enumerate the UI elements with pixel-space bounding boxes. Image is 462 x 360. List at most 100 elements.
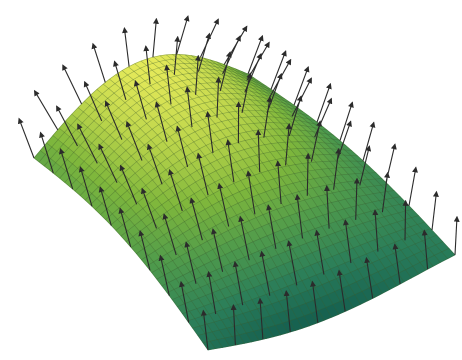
surface-gridline: [247, 73, 456, 256]
surface-gridline: [65, 120, 245, 344]
surface-gridline: [128, 66, 318, 324]
normal-vector-arrow: [257, 297, 264, 340]
surface-gridline: [203, 57, 405, 283]
normal-vector-arrow: [215, 76, 222, 118]
normal-vector-arrow: [314, 229, 325, 275]
normal-vector-arrow: [125, 120, 143, 161]
normal-vector-arrow: [275, 160, 282, 205]
surface-gridline: [228, 66, 434, 267]
surface-gridline: [131, 160, 364, 248]
normal-vector-arrow: [206, 270, 217, 315]
normal-vector-arrow: [138, 230, 151, 271]
normal-vector-arrow: [119, 164, 138, 205]
surface-gridline: [207, 254, 456, 351]
surface-gridline: [216, 61, 419, 275]
normal-vector-arrow: [178, 280, 190, 323]
normal-vector-arrow: [359, 145, 372, 186]
normal-vector-arrow: [238, 215, 250, 261]
surface-gridline: [77, 107, 260, 341]
normal-vector-arrow: [91, 42, 106, 83]
normal-vector-arrow: [143, 45, 151, 85]
normal-vector-arrow: [104, 100, 123, 140]
surface-gridline: [52, 135, 231, 347]
normal-vector-arrow: [333, 147, 342, 190]
surface-gridline: [46, 142, 223, 348]
normal-vector-arrow: [255, 129, 262, 173]
surface-gridline: [197, 241, 443, 336]
normal-vector-arrow: [245, 170, 256, 215]
surface-gridline: [110, 135, 340, 226]
normal-vector-arrow: [118, 207, 132, 248]
normal-vector-arrow: [83, 80, 103, 122]
normal-vector-arrow: [17, 117, 35, 159]
surface-gridline: [202, 248, 450, 343]
surface-gridline: [182, 221, 425, 314]
surface-gridline: [103, 83, 289, 333]
surface-gridline: [159, 55, 354, 308]
surface-gridline: [140, 60, 332, 318]
normal-vector-arrow: [314, 97, 333, 138]
normal-vector-arrow: [33, 89, 59, 131]
normal-vector-arrow: [283, 290, 291, 333]
normal-vector-arrow: [113, 60, 127, 100]
surface-gridline: [69, 87, 291, 187]
normal-vector-arrow: [288, 95, 303, 137]
surface-gridline: [166, 54, 361, 305]
normal-vector-arrow: [189, 197, 203, 241]
normal-vector-arrow: [286, 240, 298, 286]
surface-gridline: [105, 128, 334, 220]
surface-gridline: [141, 172, 376, 261]
surface-gridline: [161, 196, 401, 287]
normal-vector-arrow: [294, 193, 304, 239]
normal-vector-arrow: [176, 15, 190, 55]
normal-vector-arrow: [431, 190, 439, 231]
normal-vector-arrow: [219, 51, 232, 92]
normal-vector-arrow: [408, 166, 418, 206]
normal-vector-arrow: [152, 17, 159, 58]
normal-vector-arrow: [175, 125, 189, 168]
normal-vector-arrow: [270, 50, 287, 90]
normal-vector-arrow: [225, 139, 235, 183]
surface-gridline: [84, 104, 309, 201]
normal-vector-arrow: [217, 182, 230, 227]
normal-vectors: [17, 15, 460, 351]
normal-vector-arrow: [421, 229, 429, 270]
normal-vector-arrow: [353, 177, 360, 220]
normal-vector-arrow: [381, 171, 391, 213]
normal-vector-arrow: [310, 280, 319, 323]
normal-vector-arrow: [263, 96, 273, 138]
normal-vector-arrow: [58, 147, 74, 190]
surface-gridline: [49, 67, 267, 171]
normal-vector-arrow: [158, 254, 170, 296]
surface-gridline: [115, 141, 346, 231]
surface-gridline: [153, 56, 347, 312]
surface-gridline: [120, 147, 352, 237]
normal-vector-arrow: [164, 64, 172, 105]
normal-vector-arrow: [98, 186, 112, 226]
normal-vector-arrow: [122, 27, 130, 67]
normal-vector-arrow: [56, 105, 78, 147]
normal-vector-arrow: [162, 213, 177, 256]
normal-vector-arrow: [241, 72, 253, 114]
normal-vector-arrow: [285, 123, 292, 166]
normal-vector-arrow: [392, 243, 401, 285]
surface-gridline: [84, 100, 267, 339]
normal-vector-arrow: [259, 250, 271, 296]
surface-gridline: [115, 74, 303, 329]
surface-gridline: [222, 63, 427, 271]
normal-vector-arrow: [184, 86, 193, 128]
surface-gridline: [187, 228, 431, 322]
surface-gridline: [96, 89, 281, 336]
surface-gridline: [210, 59, 412, 279]
normal-vector-arrow: [39, 131, 54, 174]
normal-vector-arrow: [205, 111, 214, 154]
surface-gridline: [136, 166, 370, 254]
normal-vector-arrow: [78, 166, 93, 207]
surface-gridline: [95, 116, 322, 210]
normal-vector-arrow: [362, 121, 376, 161]
normal-vector-arrow: [173, 35, 181, 75]
normal-vector-arrow: [323, 185, 330, 229]
normal-vector-arrow: [199, 18, 219, 58]
surface-gridline: [191, 55, 390, 290]
surface-gridline: [109, 78, 296, 331]
